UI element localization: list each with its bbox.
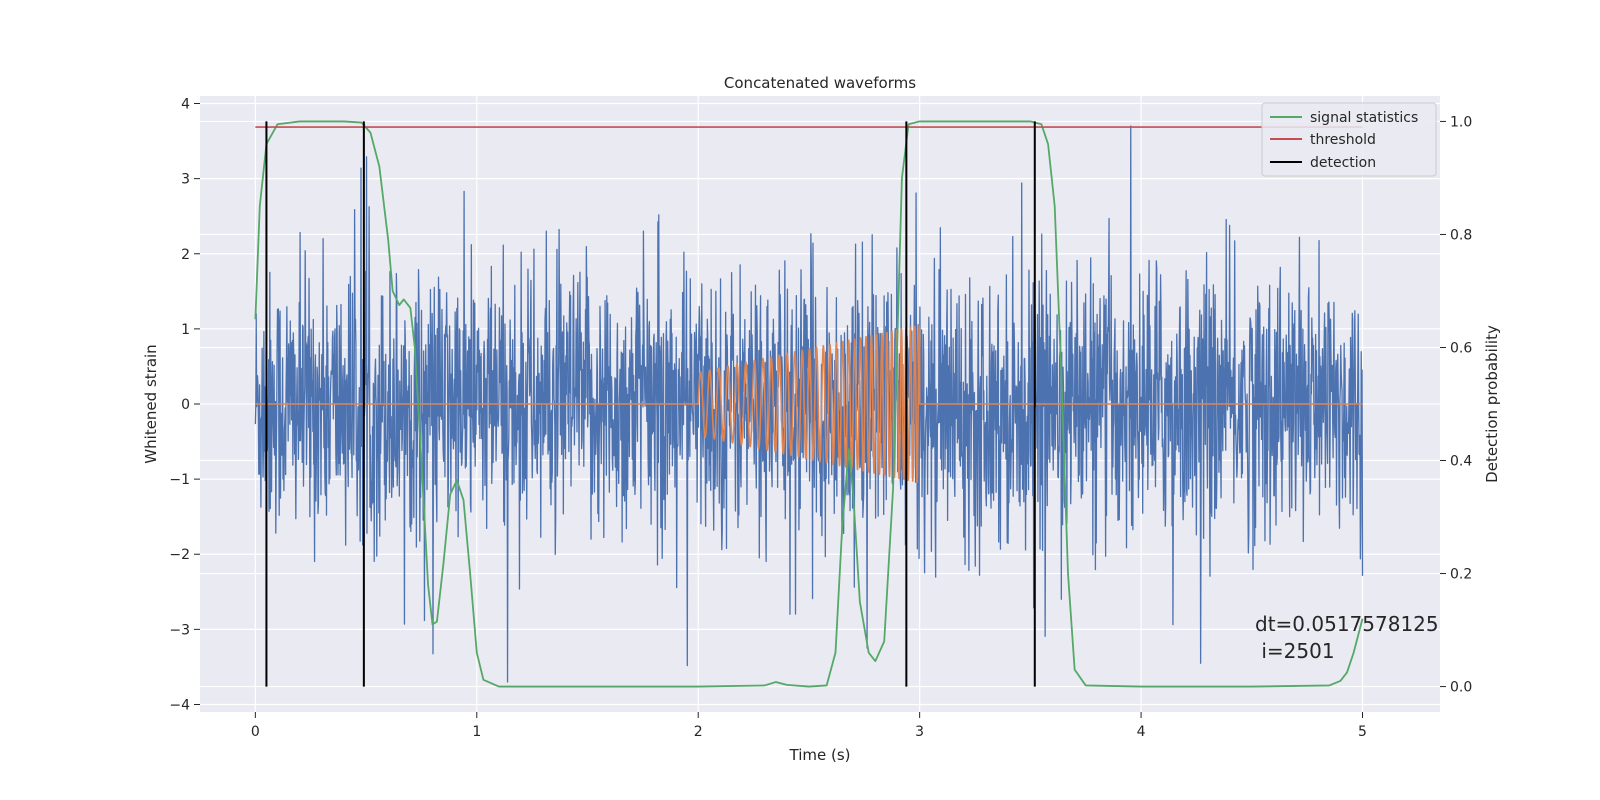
y-tick-label-3: −1 [169,472,190,488]
series-injected-chirp [255,324,1363,484]
y-tick-label-1: −3 [169,622,190,638]
annotation-i: i=2501 [1255,639,1335,663]
x-axis: 0 1 2 3 4 5 [251,712,1367,740]
y-tick-label-0: −4 [169,697,190,713]
y2-tick-label-2: 0.4 [1450,454,1472,470]
y-tick-label-7: 3 [181,172,190,188]
y2-tick-label-1: 0.2 [1450,567,1472,583]
x-axis-label: Time (s) [789,746,851,764]
y2-tick-label-3: 0.6 [1450,340,1472,356]
y-tick-label-5: 1 [181,322,190,338]
y-tick-label-2: −2 [169,547,190,563]
y2-tick-label-4: 0.8 [1450,227,1472,243]
y2-axis-label: Detection probability [1483,325,1501,483]
legend-label-threshold: threshold [1310,132,1376,148]
annotation-dt: dt=0.0517578125 [1255,612,1439,636]
series-signal-statistics [254,120,1364,688]
legend-label-detection: detection [1310,155,1376,171]
legend-label-signal-statistics: signal statistics [1310,110,1418,126]
y-tick-label-6: 2 [181,247,190,263]
x-tick-label-2: 2 [694,724,703,740]
chart-title: Concatenated waveforms [724,74,916,92]
y-axis-left: −4 −3 −2 −1 0 1 2 3 4 [169,97,200,713]
series-layer [254,120,1364,688]
y2-tick-label-0: 0.0 [1450,680,1472,696]
legend-box [1261,102,1437,177]
y2-tick-label-5: 1.0 [1450,114,1472,130]
x-tick-label-5: 5 [1358,724,1367,740]
legend: signal statistics threshold detection [1261,102,1437,177]
x-tick-label-4: 4 [1137,724,1146,740]
y-tick-label-4: 0 [181,397,190,413]
x-tick-label-1: 1 [472,724,481,740]
y-axis-right: 0.0 0.2 0.4 0.6 0.8 1.0 [1440,114,1472,696]
x-tick-label-3: 3 [915,724,924,740]
x-tick-label-0: 0 [251,724,260,740]
y-axis-label: Whitened strain [142,344,160,463]
y-tick-label-8: 4 [181,97,190,113]
